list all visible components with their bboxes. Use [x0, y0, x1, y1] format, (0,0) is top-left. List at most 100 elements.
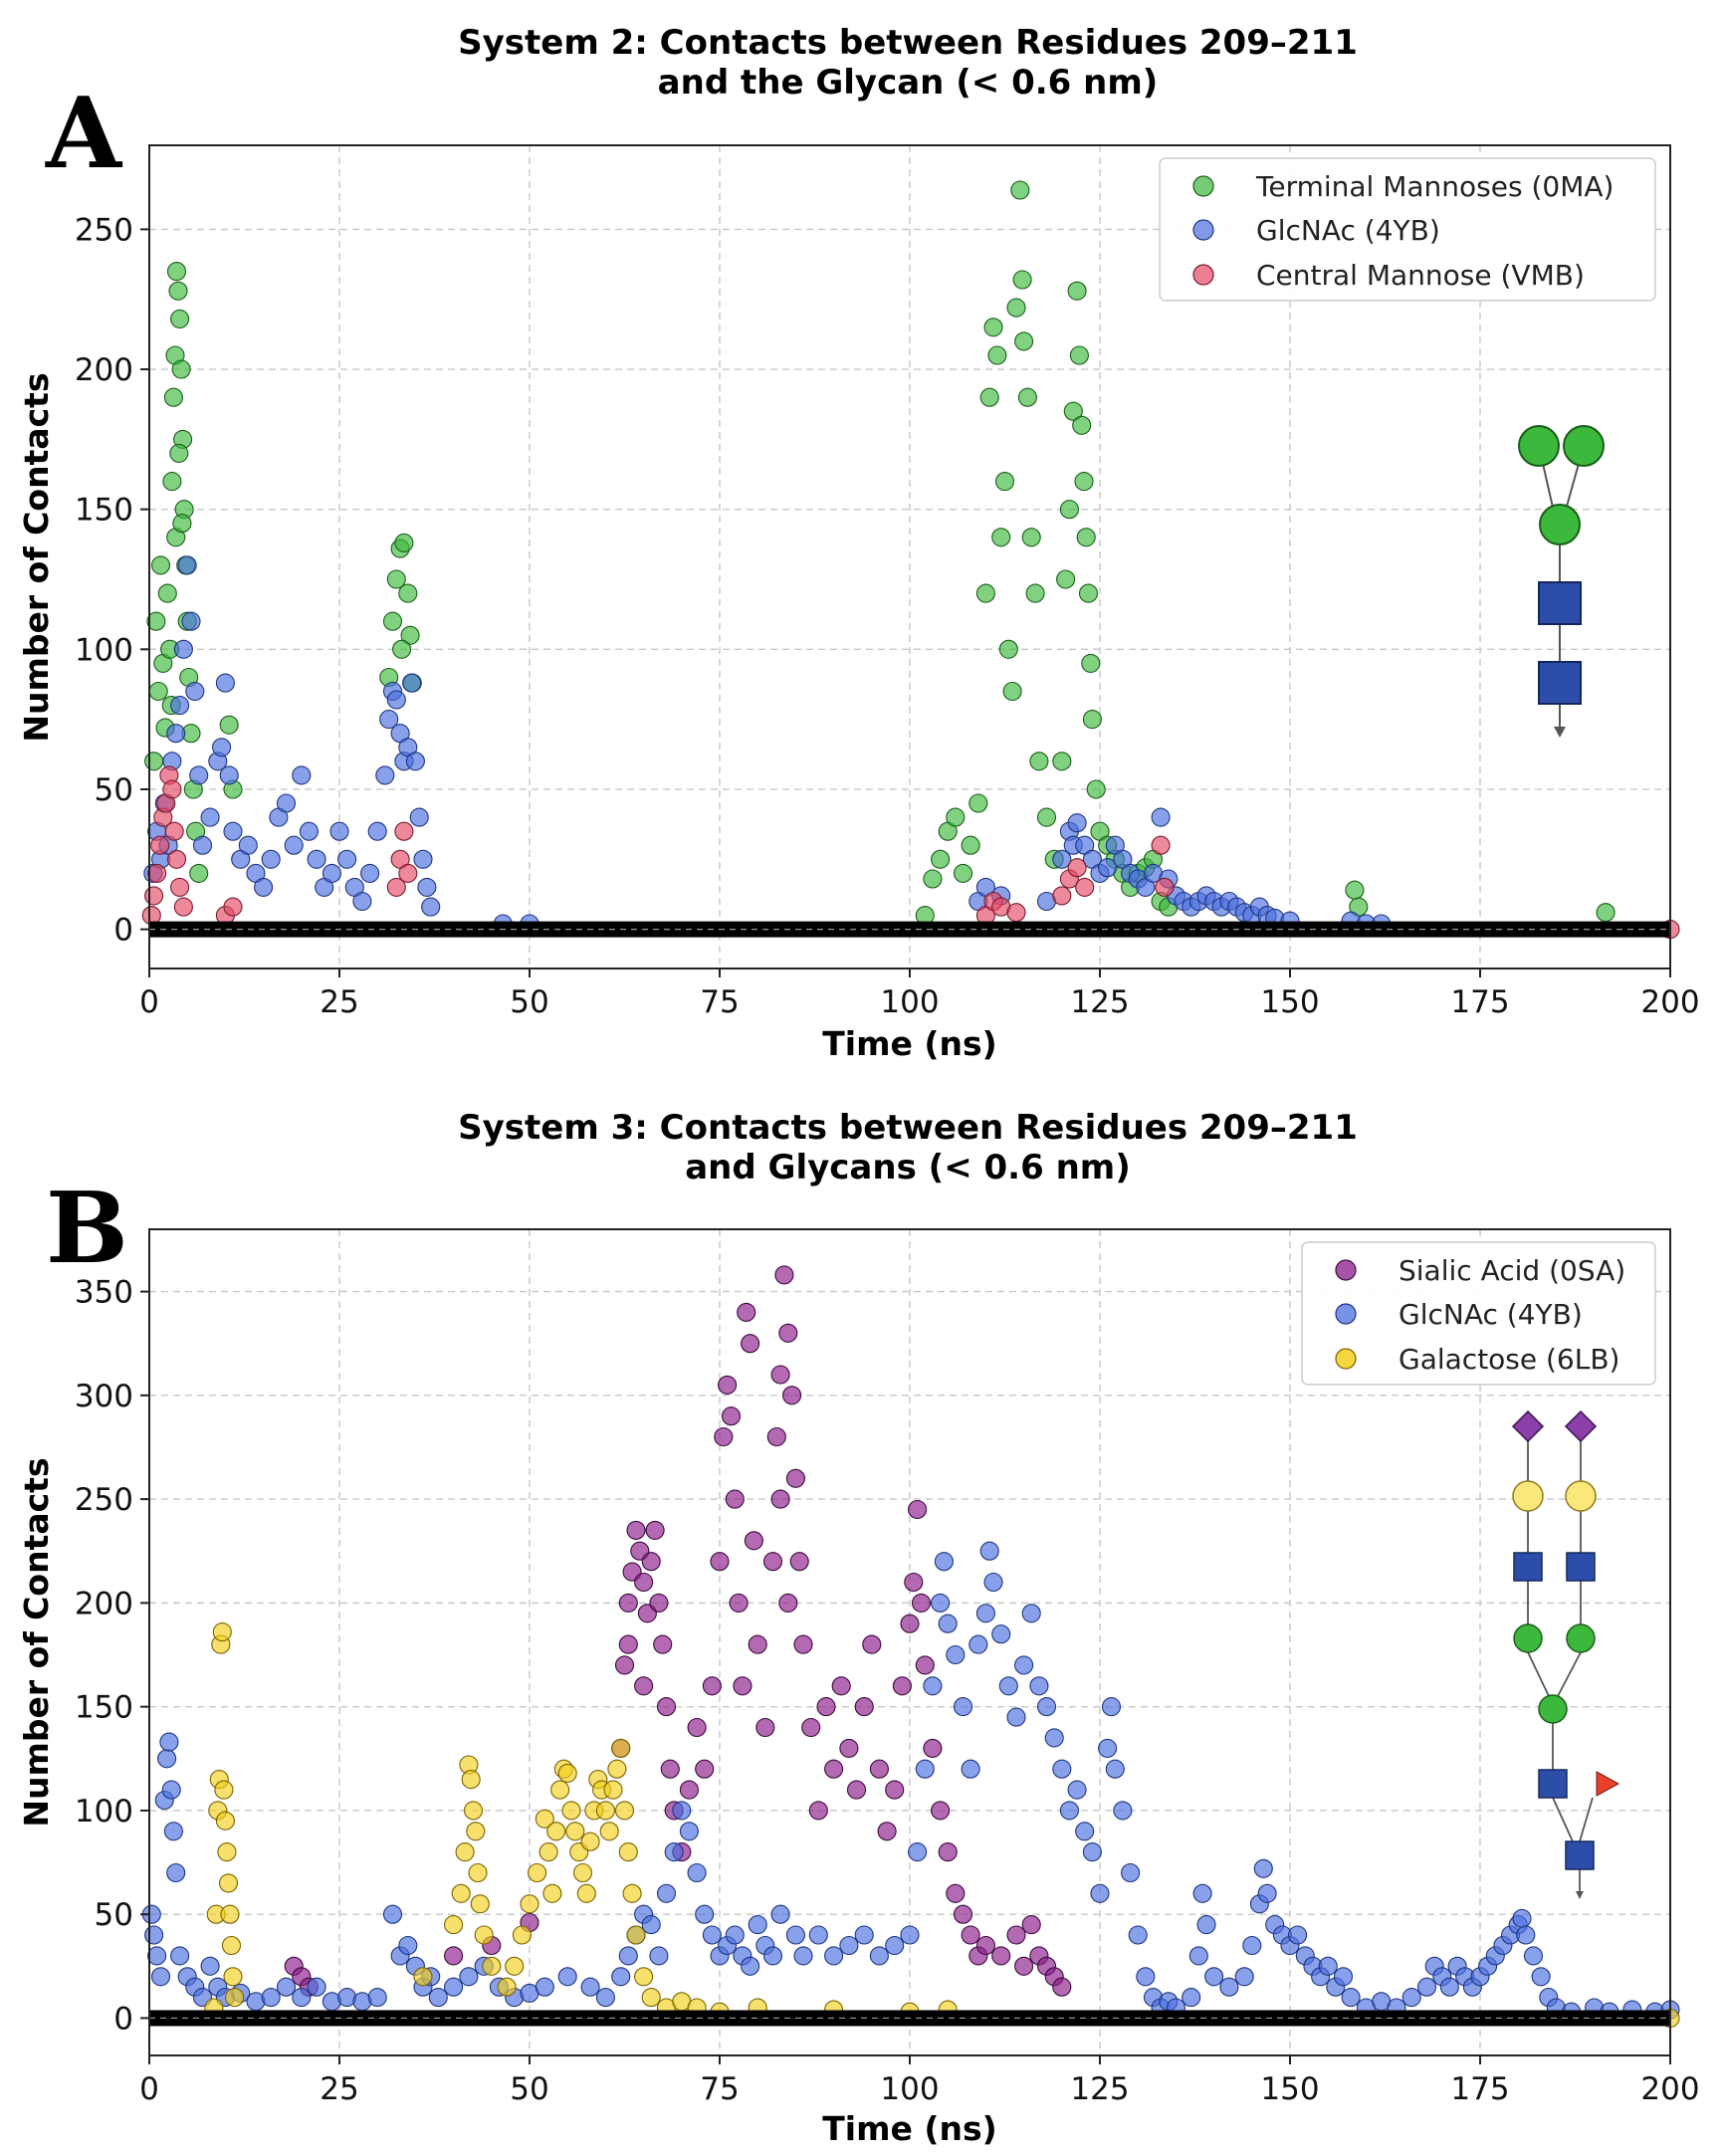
data-point: [1021, 1915, 1041, 1935]
data-point: [292, 1988, 312, 2008]
x-tick-label: 200: [1640, 2071, 1699, 2107]
data-point: [218, 1873, 239, 1893]
data-point: [557, 1967, 577, 1987]
data-point: [923, 1676, 943, 1696]
data-point: [1025, 583, 1045, 603]
data-point: [386, 569, 406, 589]
data-point: [1105, 1759, 1125, 1779]
data-point: [1067, 813, 1087, 833]
data-point: [1076, 528, 1096, 547]
data-point: [626, 1520, 646, 1540]
panel-a: System 2: Contacts between Residues 209–…: [17, 23, 1700, 1063]
data-point: [1075, 1822, 1095, 1841]
x-tick-label: 175: [1450, 2071, 1509, 2107]
data-point: [1052, 752, 1072, 771]
y-tick-label: 50: [95, 772, 133, 808]
data-point: [687, 1717, 707, 1738]
data-point: [220, 1904, 240, 1924]
panel-b-y-axis-label: Number of Contacts: [17, 1457, 56, 1827]
data-point: [1155, 877, 1175, 897]
data-point: [645, 1520, 665, 1540]
data-point: [782, 1386, 802, 1405]
data-point: [998, 1676, 1018, 1696]
data-point: [634, 1967, 654, 1987]
panel-b-marks: [141, 1265, 1680, 2029]
data-point: [1052, 849, 1072, 869]
data-point: [417, 877, 437, 897]
x-tick-label: 200: [1640, 984, 1699, 1020]
legend-label-galactose: Galactose (6LB): [1399, 1343, 1619, 1376]
data-point: [1516, 1925, 1536, 1945]
glycan-glcnac-square-1: [1538, 581, 1582, 625]
panel-a-legend: Terminal Mannoses (0MA) GlcNAc (4YB) Cen…: [1159, 157, 1656, 302]
x-tick-label: 25: [320, 984, 358, 1020]
glycan-glcnac-core-2: [1565, 1840, 1595, 1870]
data-point: [535, 1977, 554, 1997]
data-point: [1075, 877, 1095, 897]
data-point: [778, 1323, 798, 1343]
data-point: [931, 1593, 951, 1613]
data-point: [1523, 1946, 1544, 1966]
data-point: [1345, 880, 1365, 900]
panel-b-legend: Sialic Acid (0SA) GlcNAc (4YB) Galactose…: [1301, 1241, 1656, 1386]
glycan-glcnac-square-2: [1538, 661, 1582, 705]
data-point: [1067, 281, 1087, 301]
data-point: [1082, 710, 1102, 730]
data-point: [595, 1801, 615, 1821]
data-point: [869, 1946, 889, 1966]
data-point: [979, 387, 999, 407]
data-point: [292, 765, 312, 785]
data-point: [157, 583, 177, 603]
data-point: [1052, 1977, 1072, 1997]
data-point: [991, 528, 1011, 547]
y-tick-label: 150: [75, 493, 133, 529]
glycan-glcnac-left: [1513, 1552, 1543, 1582]
data-point: [223, 821, 243, 841]
data-point: [653, 1634, 673, 1654]
data-point: [614, 1655, 635, 1675]
data-point: [789, 1552, 809, 1572]
data-point: [900, 1614, 920, 1633]
panel-b-glycan-icon: [1511, 1409, 1620, 1899]
data-point: [603, 1780, 623, 1800]
data-point: [1067, 1780, 1087, 1800]
data-point: [748, 1634, 767, 1654]
data-point: [337, 849, 357, 869]
data-point: [953, 863, 973, 883]
data-point: [329, 821, 349, 841]
data-point: [718, 1375, 738, 1395]
data-point: [938, 1614, 958, 1633]
y-tick-label: 250: [75, 1482, 133, 1518]
panel-a-legend-box: [1159, 157, 1656, 302]
data-point: [626, 1925, 646, 1945]
data-point: [413, 849, 433, 869]
data-point: [382, 1904, 403, 1924]
data-point: [908, 1842, 928, 1862]
series-2: [141, 765, 1680, 940]
data-point: [398, 583, 418, 603]
data-point: [580, 1977, 600, 1997]
data-point: [946, 1644, 966, 1665]
data-point: [1121, 1862, 1141, 1883]
data-point: [614, 1801, 635, 1821]
data-point: [1067, 858, 1087, 878]
data-point: [382, 611, 403, 631]
data-point: [618, 1593, 638, 1613]
data-point: [1052, 1759, 1072, 1779]
data-point: [170, 877, 190, 897]
data-point: [725, 1489, 745, 1509]
data-point: [1014, 331, 1034, 351]
data-point: [168, 281, 188, 301]
data-point: [284, 835, 304, 855]
data-point: [1010, 180, 1030, 200]
data-point: [557, 1763, 577, 1783]
data-point: [148, 681, 168, 702]
data-point: [398, 863, 418, 883]
x-tick-label: 50: [510, 2071, 548, 2107]
data-point: [877, 1822, 897, 1841]
data-point: [150, 1967, 171, 1987]
data-point: [721, 1406, 742, 1426]
x-tick-label: 125: [1070, 984, 1129, 1020]
data-point: [157, 1749, 177, 1769]
data-point: [687, 1862, 707, 1883]
